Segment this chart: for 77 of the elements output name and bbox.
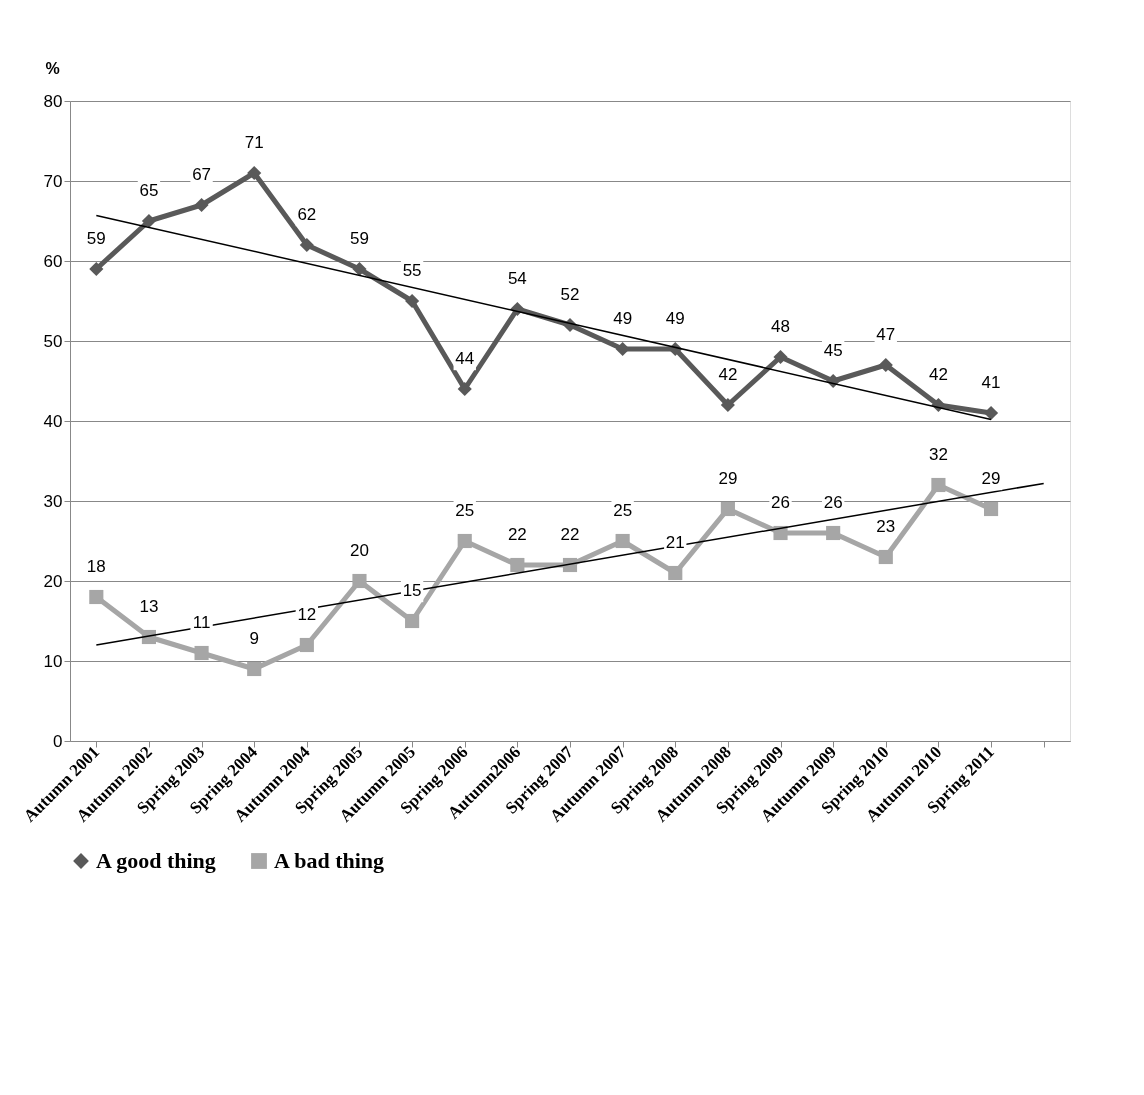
data-label: 45 xyxy=(823,341,843,360)
point xyxy=(931,477,946,493)
data-label: 11 xyxy=(192,613,211,632)
data-label: 65 xyxy=(139,181,159,200)
data-label: 18 xyxy=(86,557,106,576)
point xyxy=(720,397,735,413)
point xyxy=(299,237,314,253)
data-label: 13 xyxy=(139,597,159,616)
data-label: 52 xyxy=(560,285,580,304)
point xyxy=(352,573,367,589)
point xyxy=(826,525,841,541)
data-label: 41 xyxy=(981,373,1001,392)
y-tick-label: 50 xyxy=(43,331,63,351)
data-label: 26 xyxy=(771,493,790,512)
data-label: 49 xyxy=(665,309,685,328)
point xyxy=(299,637,314,653)
data-label: 20 xyxy=(350,541,369,560)
data-label: 44 xyxy=(455,349,475,368)
y-axis-title: % xyxy=(45,59,60,77)
data-label: 32 xyxy=(928,445,948,464)
point xyxy=(194,197,209,213)
point xyxy=(615,341,630,357)
data-label: 48 xyxy=(771,317,790,336)
point xyxy=(720,501,735,517)
data-label: 59 xyxy=(350,229,369,248)
data-label: 21 xyxy=(665,533,685,552)
point xyxy=(773,349,788,365)
y-tick-label: 0 xyxy=(53,731,63,751)
point xyxy=(405,613,420,629)
data-label: 62 xyxy=(297,205,317,224)
y-tick-label: 40 xyxy=(43,411,63,431)
point xyxy=(983,405,999,421)
data-label: 42 xyxy=(718,365,738,384)
data-label: 12 xyxy=(297,605,317,624)
point xyxy=(510,557,525,573)
data-label: 22 xyxy=(507,525,527,544)
y-tick-label: 60 xyxy=(43,251,63,271)
point xyxy=(141,213,157,229)
data-label: 15 xyxy=(402,581,422,600)
y-tick-label: 30 xyxy=(43,491,63,511)
data-label: 29 xyxy=(981,469,1001,488)
data-label: 9 xyxy=(249,629,259,648)
y-tick-label: 70 xyxy=(43,171,63,191)
data-label: 67 xyxy=(192,165,212,184)
point xyxy=(194,645,209,661)
data-label: 25 xyxy=(455,501,475,520)
point xyxy=(615,533,630,549)
point xyxy=(983,501,999,517)
data-label: 59 xyxy=(86,229,106,248)
point xyxy=(352,261,367,277)
point xyxy=(247,165,262,181)
point xyxy=(457,381,472,397)
point xyxy=(878,357,893,373)
y-tick-label: 20 xyxy=(43,571,63,591)
point xyxy=(457,533,472,549)
data-label: 54 xyxy=(507,269,527,288)
data-label: 25 xyxy=(613,501,633,520)
point xyxy=(405,293,420,309)
legend-label: A good thing xyxy=(96,848,216,873)
y-tick-label: 80 xyxy=(43,91,63,111)
data-label: 47 xyxy=(876,325,896,344)
data-label: 49 xyxy=(613,309,633,328)
legend-label: A bad thing xyxy=(274,848,385,873)
point xyxy=(878,549,893,565)
point xyxy=(89,261,104,277)
data-label: 26 xyxy=(823,493,843,512)
y-tick-label: 10 xyxy=(43,651,63,671)
point xyxy=(89,589,104,605)
point xyxy=(773,525,788,541)
point xyxy=(247,661,262,677)
data-label: 55 xyxy=(402,261,422,280)
data-label: 29 xyxy=(718,469,738,488)
data-label: 71 xyxy=(244,133,264,152)
point xyxy=(668,565,683,581)
data-label: 23 xyxy=(876,517,896,536)
data-label: 42 xyxy=(928,365,948,384)
data-label: 22 xyxy=(560,525,580,544)
